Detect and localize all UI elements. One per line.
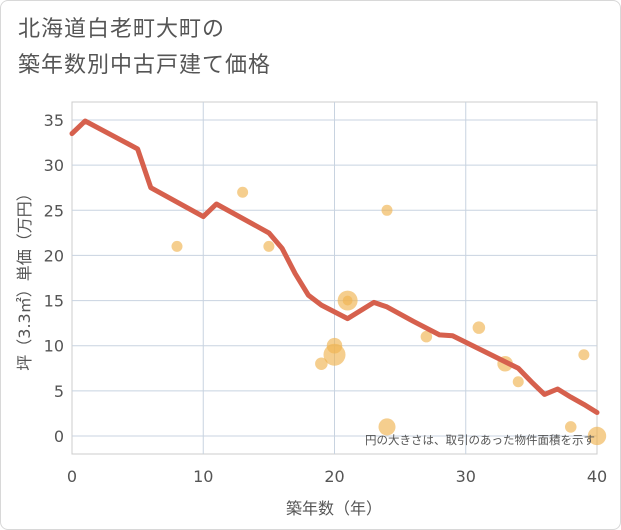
y-tick-label: 30 — [44, 156, 64, 175]
data-point — [237, 186, 249, 198]
y-axis-label: 坪（3.3㎡）単価（万円） — [15, 185, 34, 370]
data-point — [381, 204, 393, 216]
data-point — [587, 426, 607, 446]
data-point — [342, 295, 353, 306]
x-tick-label: 10 — [193, 467, 213, 486]
y-tick-label: 5 — [54, 382, 64, 401]
y-tick-label: 20 — [44, 246, 64, 265]
data-points — [171, 186, 607, 446]
chart-title: 北海道白老町大町の 築年数別中古戸建て価格 — [18, 12, 271, 84]
data-point — [512, 376, 524, 388]
data-point — [578, 349, 590, 361]
x-tick-label: 40 — [587, 467, 607, 486]
title-line-2: 築年数別中古戸建て価格 — [18, 53, 272, 78]
data-point — [326, 337, 343, 354]
data-point — [472, 321, 486, 334]
title-line-1: 北海道白老町大町の — [18, 17, 226, 42]
x-axis-label: 築年数（年） — [286, 499, 382, 518]
x-tick-label: 20 — [324, 467, 344, 486]
data-point — [378, 418, 396, 436]
y-tick-label: 25 — [44, 201, 64, 220]
y-tick-label: 10 — [44, 337, 64, 356]
trend-line-group — [69, 118, 600, 415]
y-tick-label: 0 — [54, 427, 64, 446]
data-point — [315, 357, 328, 371]
size-note: 円の大きさは、取引のあった物件面積を示す — [365, 433, 595, 447]
x-tick-label: 0 — [67, 467, 77, 486]
x-tick-labels: 0 10 20 30 40 — [67, 467, 607, 486]
trend-line — [69, 118, 600, 415]
y-tick-label: 15 — [44, 292, 64, 311]
data-point — [564, 421, 577, 433]
data-point — [171, 240, 183, 252]
data-point — [420, 330, 433, 343]
y-tick-label: 35 — [44, 111, 64, 130]
data-point — [263, 240, 275, 252]
x-tick-label: 30 — [456, 467, 476, 486]
y-tick-labels: 0 5 10 15 20 25 30 35 — [44, 111, 64, 446]
